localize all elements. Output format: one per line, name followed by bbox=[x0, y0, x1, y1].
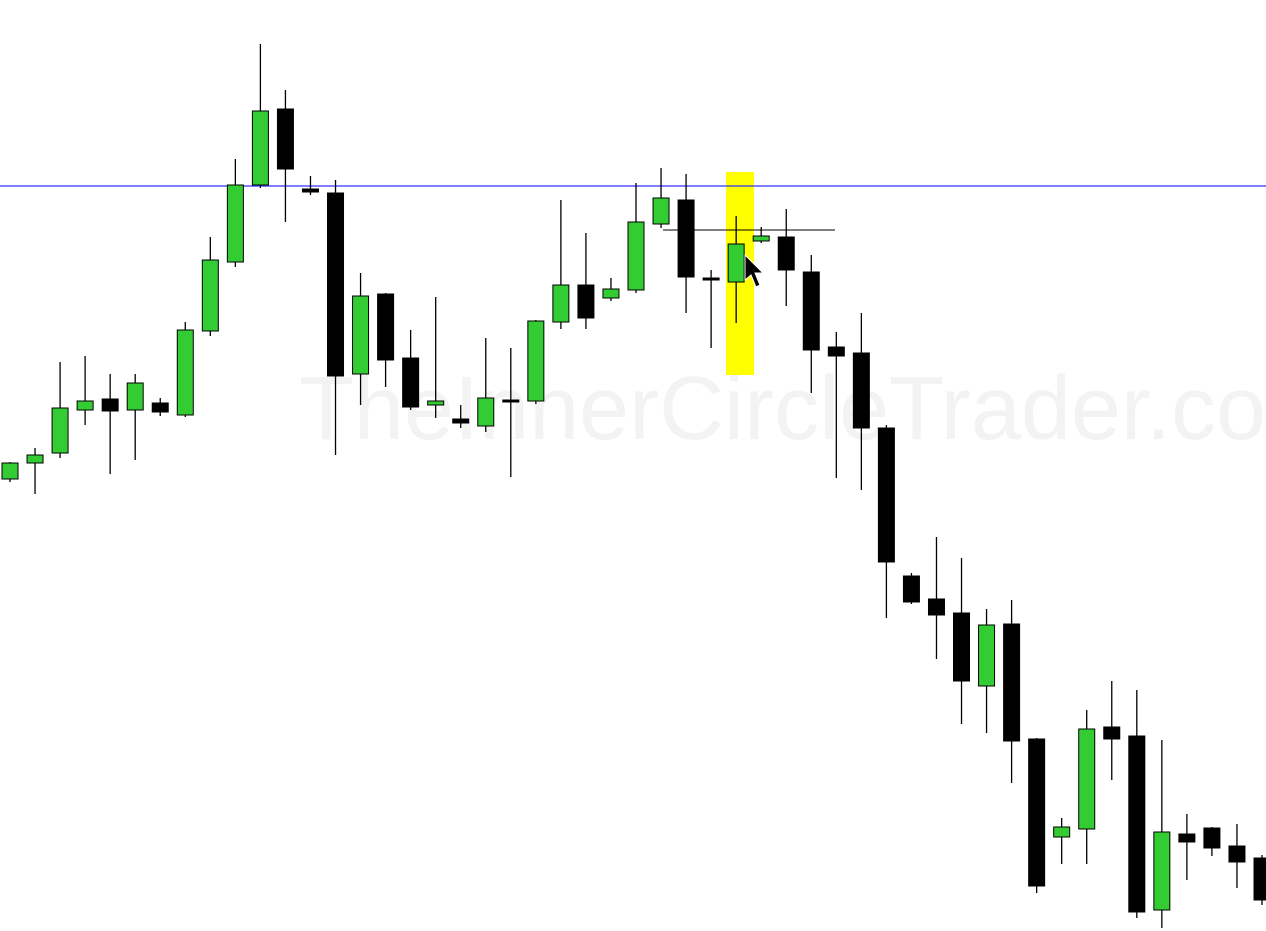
candle-body bbox=[727, 243, 745, 283]
candle-body bbox=[978, 624, 996, 687]
watermark: TheInnerCircleTrader.co bbox=[299, 359, 1266, 459]
candle-body bbox=[827, 346, 845, 357]
candle-body bbox=[452, 418, 470, 424]
candle-body bbox=[1153, 831, 1171, 911]
candle-body bbox=[327, 192, 345, 377]
candle-body bbox=[1178, 833, 1196, 843]
candle-body bbox=[1203, 827, 1221, 849]
candle-body bbox=[477, 397, 495, 427]
candle-body bbox=[902, 575, 920, 603]
candle-body bbox=[677, 199, 695, 278]
candle-body bbox=[577, 284, 595, 319]
candle-body bbox=[51, 407, 69, 454]
candle-body bbox=[953, 612, 971, 682]
candle-body bbox=[176, 329, 194, 416]
candle-body bbox=[602, 288, 620, 299]
candle-body bbox=[1253, 857, 1266, 901]
candle-body bbox=[101, 398, 119, 412]
candle-body bbox=[1103, 726, 1121, 740]
candle-body bbox=[427, 400, 445, 406]
candle-body bbox=[377, 293, 395, 361]
candle-body bbox=[752, 235, 770, 242]
candle-body bbox=[1228, 845, 1246, 863]
candle-body bbox=[201, 259, 219, 332]
candle-body bbox=[502, 399, 520, 403]
candle-body bbox=[402, 357, 420, 408]
candle-body bbox=[852, 352, 870, 429]
candle-body bbox=[702, 277, 720, 281]
candle-body bbox=[26, 454, 44, 464]
candle-body bbox=[126, 382, 144, 411]
candle-body bbox=[627, 221, 645, 291]
candle-body bbox=[1053, 826, 1071, 838]
candle-body bbox=[802, 271, 820, 351]
candle-body bbox=[226, 184, 244, 263]
candle-body bbox=[1078, 728, 1096, 830]
marks bbox=[0, 44, 1266, 928]
candle-body bbox=[1003, 623, 1021, 742]
candle-body bbox=[251, 110, 269, 186]
mouse-cursor bbox=[744, 253, 765, 288]
candle-body bbox=[552, 284, 570, 323]
candle-body bbox=[1128, 735, 1146, 913]
candle-body bbox=[276, 108, 294, 170]
candle-body bbox=[652, 197, 670, 225]
candle-body bbox=[1, 462, 19, 480]
candle-body bbox=[877, 427, 895, 563]
candle-body bbox=[527, 320, 545, 402]
candle-body bbox=[76, 400, 94, 411]
candle-body bbox=[301, 188, 319, 193]
candle-body bbox=[927, 598, 945, 616]
candle-body bbox=[1028, 738, 1046, 887]
candle-body bbox=[151, 402, 169, 413]
candle-body bbox=[352, 295, 370, 375]
candle-body bbox=[777, 236, 795, 271]
